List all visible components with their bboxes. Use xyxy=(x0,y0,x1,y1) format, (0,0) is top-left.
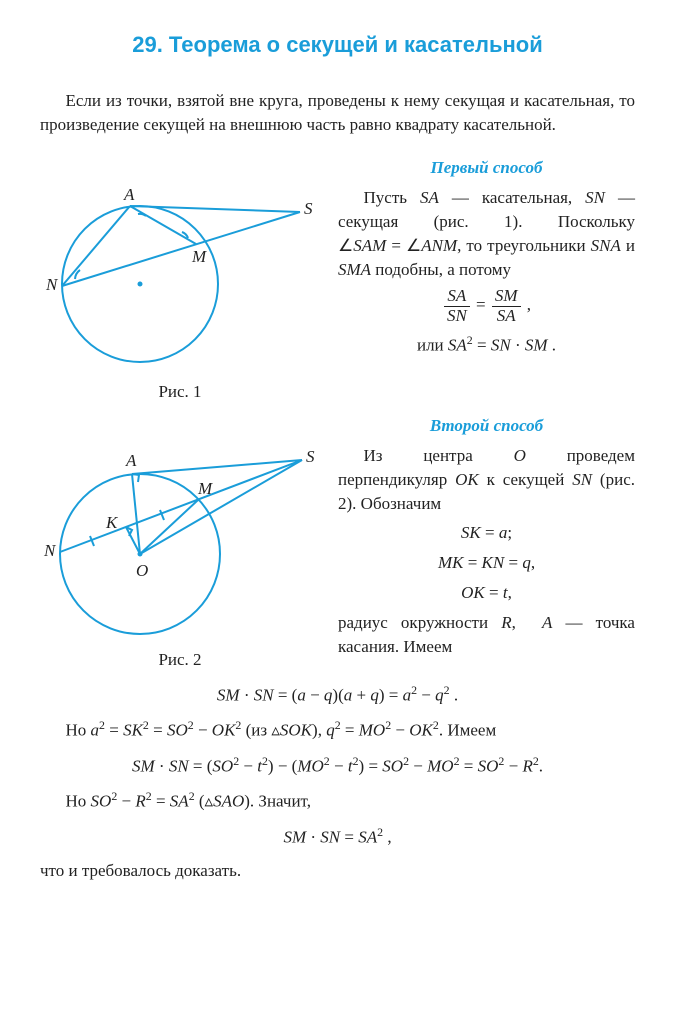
figure-2-column: A S M N K O Рис. 2 xyxy=(40,414,320,672)
eq-ok: OK = t, xyxy=(338,581,635,605)
para-a2q2: Но a2 = SK2 = SO2 − OK2 (из ▵SOK), q2 = … xyxy=(40,717,635,742)
eq-sk: SK = a; xyxy=(338,521,635,545)
figure-1-caption: Рис. 1 xyxy=(158,380,201,404)
method-2-text: Второй способ Из центра O проведем перпе… xyxy=(338,414,635,672)
label-S: S xyxy=(304,199,313,218)
figure-1-svg: A S M N xyxy=(40,156,320,376)
page-title: 29. Теорема о секущей и касательной xyxy=(40,30,635,61)
figure-2-caption: Рис. 2 xyxy=(158,648,201,672)
label2-M: M xyxy=(197,479,213,498)
label2-K: K xyxy=(105,513,119,532)
qed: что и требовалось доказать. xyxy=(40,859,635,883)
method-1-text: Первый способ Пусть SA — касательная, SN… xyxy=(338,156,635,404)
figure-2-svg: A S M N K O xyxy=(40,414,320,644)
method-2-head: Второй способ xyxy=(338,414,635,438)
eq-proportion: SASN = SMSA , xyxy=(338,287,635,325)
label2-A: A xyxy=(125,451,137,470)
figure-1-column: A S M N Рис. 1 xyxy=(40,156,320,404)
eq-smsn-expand: SM · SN = (a − q)(a + q) = a2 − q2 . xyxy=(40,682,635,707)
label2-N: N xyxy=(43,541,57,560)
method-2-para: Из центра O проведем перпендикуляр OK к … xyxy=(338,444,635,515)
label-A: A xyxy=(123,185,135,204)
method-2-radius: радиус окружности R, A — точка касания. … xyxy=(338,611,635,659)
label2-S: S xyxy=(306,447,315,466)
intro-paragraph: Если из точки, взятой вне круга, проведе… xyxy=(40,89,635,137)
row-method-2: A S M N K O Рис. 2 Второй способ Из цент… xyxy=(40,414,635,672)
row-method-1: A S M N Рис. 1 Первый способ Пусть SA — … xyxy=(40,156,635,404)
method-1-head: Первый способ xyxy=(338,156,635,180)
eq-sa-squared: или SA2 = SN · SM . xyxy=(338,332,635,357)
label-M: M xyxy=(191,247,207,266)
para-so-r: Но SO2 − R2 = SA2 (▵SAO). Значит, xyxy=(40,788,635,813)
eq-mk: MK = KN = q, xyxy=(338,551,635,575)
label2-O: O xyxy=(136,561,148,580)
label-N: N xyxy=(45,275,59,294)
method-1-para: Пусть SA — касательная, SN — секущая (ри… xyxy=(338,186,635,281)
eq-smsn-so: SM · SN = (SO2 − t2) − (MO2 − t2) = SO2 … xyxy=(40,753,635,778)
eq-final: SM · SN = SA2 , xyxy=(40,824,635,849)
